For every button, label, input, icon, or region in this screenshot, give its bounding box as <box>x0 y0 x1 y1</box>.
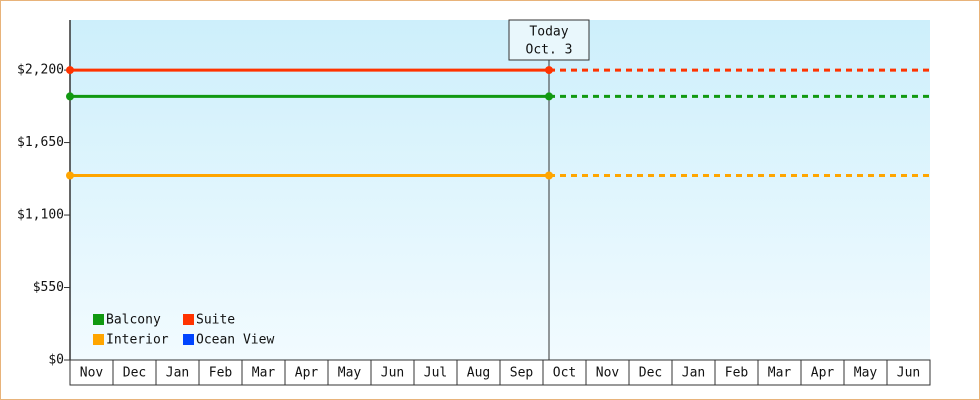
y-tick-label: $2,200 <box>17 63 64 78</box>
point <box>545 171 553 180</box>
legend-swatch <box>93 314 104 325</box>
today-label: Oct. 3 <box>526 43 573 58</box>
y-tick-label: $1,650 <box>17 135 64 150</box>
plot-area <box>70 20 930 360</box>
today-label: Today <box>529 25 568 40</box>
x-tick-cell <box>198 359 243 386</box>
x-tick-label: Dec <box>123 366 146 381</box>
x-tick-cell <box>370 359 415 386</box>
legend-label: Ocean View <box>196 333 274 348</box>
x-tick-cell <box>112 359 157 386</box>
y-tick-label: $550 <box>33 280 64 295</box>
legend-label: Interior <box>106 333 169 348</box>
x-tick-cell <box>413 359 458 386</box>
legend-swatch <box>183 314 194 325</box>
x-tick-label: Dec <box>639 366 662 381</box>
x-tick-cell <box>757 359 802 386</box>
x-tick-label: Mar <box>768 366 792 381</box>
point <box>545 92 553 101</box>
x-tick-label: Oct <box>553 366 576 381</box>
legend-label: Suite <box>196 313 235 328</box>
x-tick-cell <box>241 359 286 386</box>
x-tick-label: Nov <box>80 366 104 381</box>
x-tick-cell <box>327 359 372 386</box>
x-tick-label: Apr <box>811 366 835 381</box>
legend-swatch <box>93 334 104 345</box>
x-tick-cell <box>886 359 931 386</box>
x-tick-label: Mar <box>252 366 276 381</box>
x-tick-label: May <box>338 366 362 381</box>
x-tick-label: May <box>854 366 878 381</box>
x-tick-cell <box>585 359 630 386</box>
x-tick-label: Jan <box>166 366 189 381</box>
today-box <box>508 19 590 61</box>
legend-swatch <box>183 334 194 345</box>
x-tick-label: Sep <box>510 366 534 381</box>
x-tick-label: Apr <box>295 366 319 381</box>
x-tick-label: Feb <box>209 366 233 381</box>
x-tick-label: Jun <box>381 366 404 381</box>
x-tick-cell <box>284 359 329 386</box>
x-tick-cell <box>671 359 716 386</box>
x-tick-label: Aug <box>467 366 490 381</box>
x-tick-label: Jan <box>682 366 705 381</box>
x-tick-cell <box>628 359 673 386</box>
x-tick-cell <box>456 359 501 386</box>
point <box>66 92 74 101</box>
legend-label: Balcony <box>106 313 161 328</box>
y-tick-label: $1,100 <box>17 208 64 223</box>
x-tick-label: Feb <box>725 366 749 381</box>
point <box>66 66 74 75</box>
x-tick-cell <box>155 359 200 386</box>
x-tick-cell <box>800 359 845 386</box>
x-tick-cell <box>69 359 114 386</box>
x-tick-cell <box>843 359 888 386</box>
x-tick-label: Jun <box>897 366 920 381</box>
y-tick-label: $0 <box>48 353 64 368</box>
x-tick-label: Jul <box>424 366 447 381</box>
point <box>66 171 74 180</box>
x-tick-cell <box>714 359 759 386</box>
point <box>545 66 553 75</box>
x-tick-label: Nov <box>596 366 620 381</box>
